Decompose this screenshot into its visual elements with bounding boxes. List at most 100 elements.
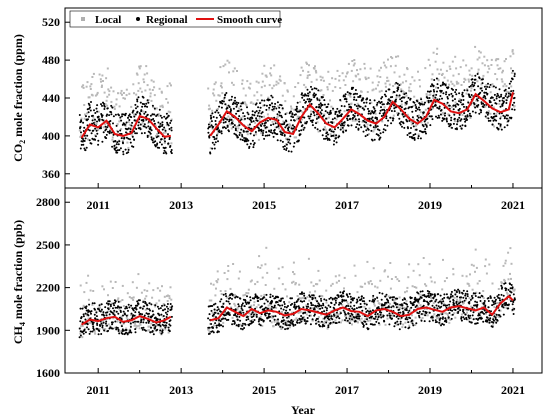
co2-regional-point	[457, 103, 460, 106]
ch4-regional-point	[388, 323, 391, 326]
co2-regional-point	[210, 116, 213, 119]
co2-local-point	[511, 49, 514, 52]
ch4-regional-point	[405, 307, 408, 310]
co2-regional-point	[340, 115, 343, 118]
co2-regional-point	[397, 88, 400, 91]
ch4-regional-point	[488, 314, 491, 317]
ch4-regional-point	[283, 305, 286, 308]
co2-local-point	[511, 50, 514, 53]
co2-regional-point	[454, 105, 457, 108]
ch4-regional-point	[397, 317, 400, 320]
co2-regional-point	[97, 143, 100, 146]
co2-regional-point	[350, 124, 353, 127]
ch4-regional-point	[340, 294, 343, 297]
co2-local-point	[503, 60, 506, 63]
co2-regional-point	[339, 109, 342, 112]
ch4-regional-point	[437, 293, 440, 296]
ch4-local-point	[495, 315, 498, 318]
co2-local-point	[429, 64, 431, 67]
co2-local-point	[219, 84, 222, 87]
ch4-regional-point	[491, 325, 494, 328]
co2-regional-point	[447, 122, 450, 125]
ch4-regional-point	[497, 296, 500, 299]
ch4-local-point	[468, 284, 471, 287]
ch4-regional-point	[359, 303, 362, 305]
co2-regional-point	[261, 111, 264, 114]
co2-regional-point	[462, 99, 465, 101]
co2-local-point	[300, 66, 303, 69]
co2-regional-point	[345, 129, 348, 132]
co2-regional-point	[290, 110, 292, 113]
ch4-regional-point	[274, 297, 277, 300]
co2-regional-point	[380, 106, 382, 109]
ch4-local-point	[492, 324, 495, 327]
co2-local-point	[163, 138, 166, 141]
ch4-regional-point	[478, 292, 481, 295]
ch4-local-point	[107, 323, 110, 326]
co2-regional-point	[463, 89, 466, 92]
co2-regional-point	[251, 113, 254, 116]
ch4-local-point	[438, 323, 441, 326]
ch4-regional-point	[474, 292, 477, 295]
co2-x-tick-label: 2015	[252, 198, 276, 212]
ch4-local-point	[281, 266, 284, 269]
ch4-regional-point	[269, 319, 272, 322]
ch4-regional-point	[402, 312, 405, 315]
co2-regional-point	[346, 117, 348, 120]
co2-regional-point	[292, 116, 294, 119]
co2-local-point	[427, 115, 430, 118]
ch4-regional-point	[410, 296, 413, 299]
ch4-regional-point	[501, 303, 504, 306]
ch4-regional-point	[390, 306, 393, 309]
ch4-local-point	[271, 316, 274, 319]
co2-regional-point	[239, 138, 242, 141]
co2-local-point	[413, 95, 416, 98]
ch4-local-point	[143, 289, 146, 292]
ch4-regional-point	[471, 314, 474, 317]
ch4-regional-point	[151, 330, 154, 332]
co2-local-point	[159, 123, 161, 126]
co2-regional-point	[276, 101, 279, 104]
co2-regional-point	[115, 149, 118, 152]
ch4-regional-point	[454, 293, 457, 296]
co2-regional-point	[394, 100, 397, 103]
co2-regional-point	[354, 118, 357, 121]
co2-local-point	[242, 87, 245, 90]
co2-regional-point	[308, 98, 311, 100]
co2-regional-point	[502, 100, 505, 103]
ch4-regional-point	[244, 301, 247, 304]
co2-regional-point	[165, 112, 168, 115]
co2-regional-point	[159, 122, 162, 125]
co2-local-point	[355, 119, 358, 122]
ch4-local-point	[112, 317, 115, 320]
co2-regional-point	[281, 132, 284, 135]
ch4-regional-point	[338, 321, 341, 324]
co2-local-point	[364, 76, 367, 79]
co2-local-point	[297, 82, 300, 85]
ch4-regional-point	[214, 311, 217, 314]
ch4-regional-point	[237, 325, 240, 328]
ch4-local-point	[162, 303, 165, 305]
ch4-local-point	[105, 324, 108, 327]
ch4-local-point	[92, 330, 95, 333]
ch4-regional-point	[442, 300, 445, 303]
co2-local-point	[315, 71, 318, 74]
ch4-local-point	[308, 291, 311, 294]
ch4-regional-point	[423, 320, 426, 323]
co2-regional-point	[104, 125, 107, 128]
ch4-local-point	[509, 272, 511, 275]
ch4-regional-point	[151, 315, 154, 318]
co2-local-point	[274, 120, 277, 122]
co2-local-point	[379, 76, 382, 78]
co2-regional-point	[274, 122, 277, 125]
ch4-regional-point	[143, 314, 146, 317]
co2-local-point	[346, 72, 348, 75]
co2-regional-point	[319, 107, 322, 109]
ch4-regional-point	[132, 314, 135, 317]
co2-local-point	[476, 80, 479, 83]
co2-regional-point	[487, 112, 490, 114]
ch4-regional-point	[93, 313, 96, 316]
ch4-regional-point	[367, 327, 370, 330]
